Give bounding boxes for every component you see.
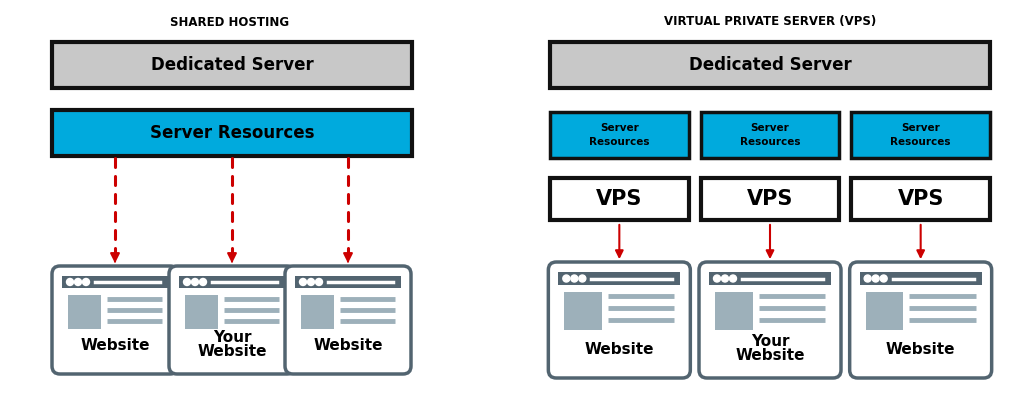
- Text: SHARED HOSTING: SHARED HOSTING: [170, 15, 290, 29]
- FancyBboxPatch shape: [850, 262, 991, 378]
- Bar: [700, 112, 840, 158]
- Text: VPS: VPS: [746, 189, 794, 209]
- Circle shape: [200, 278, 207, 286]
- Text: Resources: Resources: [739, 137, 800, 147]
- Bar: [860, 272, 982, 285]
- Bar: [709, 272, 831, 285]
- FancyBboxPatch shape: [52, 266, 178, 374]
- Bar: [52, 42, 412, 88]
- Text: Resources: Resources: [589, 137, 649, 147]
- Circle shape: [579, 275, 586, 282]
- Text: Website: Website: [886, 343, 955, 358]
- Text: VIRTUAL PRIVATE SERVER (VPS): VIRTUAL PRIVATE SERVER (VPS): [664, 15, 877, 29]
- Text: VPS: VPS: [596, 189, 642, 209]
- FancyBboxPatch shape: [699, 262, 841, 378]
- Text: Website: Website: [80, 339, 150, 354]
- Bar: [851, 178, 990, 220]
- Circle shape: [722, 275, 728, 282]
- Text: Server: Server: [901, 123, 940, 133]
- Circle shape: [307, 278, 314, 286]
- Circle shape: [75, 278, 82, 286]
- Text: VPS: VPS: [897, 189, 944, 209]
- Text: Server: Server: [600, 123, 639, 133]
- Text: Server: Server: [751, 123, 790, 133]
- Text: Website: Website: [313, 339, 383, 354]
- Circle shape: [881, 275, 887, 282]
- Circle shape: [315, 278, 323, 286]
- Circle shape: [729, 275, 736, 282]
- FancyBboxPatch shape: [548, 262, 690, 378]
- Text: Server Resources: Server Resources: [150, 124, 314, 142]
- Circle shape: [183, 278, 190, 286]
- Bar: [564, 292, 602, 330]
- FancyBboxPatch shape: [285, 266, 411, 374]
- Circle shape: [570, 275, 578, 282]
- Text: Dedicated Server: Dedicated Server: [151, 56, 313, 74]
- Circle shape: [864, 275, 871, 282]
- Text: Resources: Resources: [891, 137, 951, 147]
- Text: Website: Website: [735, 348, 805, 364]
- Bar: [185, 295, 218, 329]
- Circle shape: [83, 278, 89, 286]
- Bar: [550, 112, 689, 158]
- Text: Your: Your: [213, 331, 251, 345]
- Bar: [550, 42, 990, 88]
- Text: Dedicated Server: Dedicated Server: [688, 56, 851, 74]
- Bar: [301, 295, 334, 329]
- Bar: [558, 272, 680, 285]
- Circle shape: [67, 278, 74, 286]
- Bar: [62, 276, 168, 288]
- Bar: [295, 276, 401, 288]
- Bar: [700, 178, 840, 220]
- Circle shape: [872, 275, 880, 282]
- Circle shape: [191, 278, 199, 286]
- Text: Website: Website: [585, 343, 654, 358]
- Text: Your: Your: [751, 335, 790, 350]
- Bar: [179, 276, 285, 288]
- FancyBboxPatch shape: [169, 266, 295, 374]
- Bar: [550, 178, 689, 220]
- Bar: [52, 110, 412, 156]
- Bar: [68, 295, 101, 329]
- Circle shape: [714, 275, 721, 282]
- Circle shape: [563, 275, 569, 282]
- Circle shape: [299, 278, 306, 286]
- Bar: [865, 292, 903, 330]
- Text: Website: Website: [198, 345, 266, 360]
- Bar: [851, 112, 990, 158]
- Bar: [715, 292, 753, 330]
